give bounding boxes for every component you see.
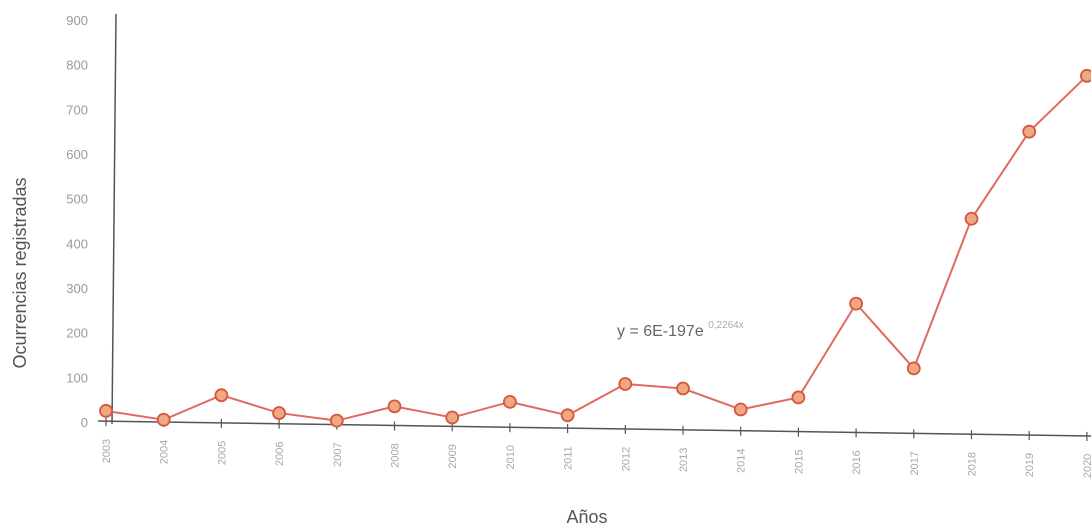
data-point: [676, 381, 690, 396]
data-point: [502, 394, 517, 409]
x-tick-label: 2008: [390, 443, 402, 467]
x-tick-label: 2017: [909, 451, 921, 475]
data-point: [849, 296, 863, 311]
data-point: [272, 406, 287, 420]
x-tick-label: 2014: [736, 448, 748, 472]
x-tick-label: 2010: [505, 445, 517, 469]
x-tick-labels: 2003 2004 2005 2006 2007 2008 2009 2010 2011 2012…: [101, 417, 1091, 478]
x-tick-label: 2018: [967, 452, 979, 476]
y-tick-label: 200: [66, 326, 88, 341]
x-axis-title: Años: [566, 507, 607, 527]
series-group: [99, 68, 1091, 428]
y-tick-label: 800: [66, 58, 88, 73]
x-tick-label: 2015: [793, 449, 805, 473]
x-tick-label: 2009: [447, 444, 459, 468]
data-point: [445, 410, 460, 425]
data-point: [733, 402, 748, 417]
x-tick-label: 2006: [274, 441, 286, 465]
y-axis-title: Ocurrencias registradas: [10, 177, 30, 368]
y-tick-label: 300: [66, 281, 88, 296]
series-line: [105, 75, 1088, 422]
data-point: [387, 399, 402, 414]
y-tick-label: 700: [66, 102, 88, 117]
y-tick-label: 100: [66, 370, 88, 385]
y-tick-label: 500: [66, 192, 88, 207]
x-axis: [97, 420, 1091, 437]
y-tick-labels: 0 100 200 300 400 500 600 700 800 900: [66, 13, 88, 430]
y-tick-label: 0: [81, 415, 88, 430]
y-axis: [111, 13, 117, 425]
y-axis-line: [111, 13, 117, 425]
data-point: [964, 211, 979, 226]
x-tick-label: 2011: [563, 446, 575, 470]
x-tick-label: 2012: [620, 447, 632, 471]
x-tick-label: 2007: [332, 442, 344, 466]
x-tick-label: 2019: [1024, 453, 1036, 477]
data-point: [791, 390, 806, 405]
x-tick-label: 2004: [159, 440, 171, 464]
data-point: [906, 361, 921, 376]
data-point: [329, 413, 344, 428]
data-point: [156, 412, 171, 427]
y-tick-label: 400: [66, 236, 88, 251]
y-tick-label: 600: [66, 147, 88, 162]
data-point: [1080, 68, 1091, 83]
x-tick-label: 2013: [678, 448, 690, 472]
trendline-equation-base: y = 6E-197e: [617, 323, 704, 340]
trendline-equation-exponent: 0,2264x: [708, 320, 744, 331]
y-tick-label: 900: [66, 13, 88, 28]
data-point: [99, 403, 113, 418]
x-axis-line: [97, 420, 1091, 437]
x-tick-label: 2003: [101, 439, 113, 463]
data-point: [1022, 124, 1037, 139]
data-point: [618, 377, 633, 391]
x-tick-label: 2020: [1082, 454, 1091, 478]
trendline-equation: y = 6E-197e 0,2264x: [617, 320, 744, 340]
x-tick-label: 2005: [216, 441, 228, 465]
x-tick-label: 2016: [851, 450, 863, 474]
data-point: [560, 408, 575, 423]
data-point: [214, 388, 229, 403]
